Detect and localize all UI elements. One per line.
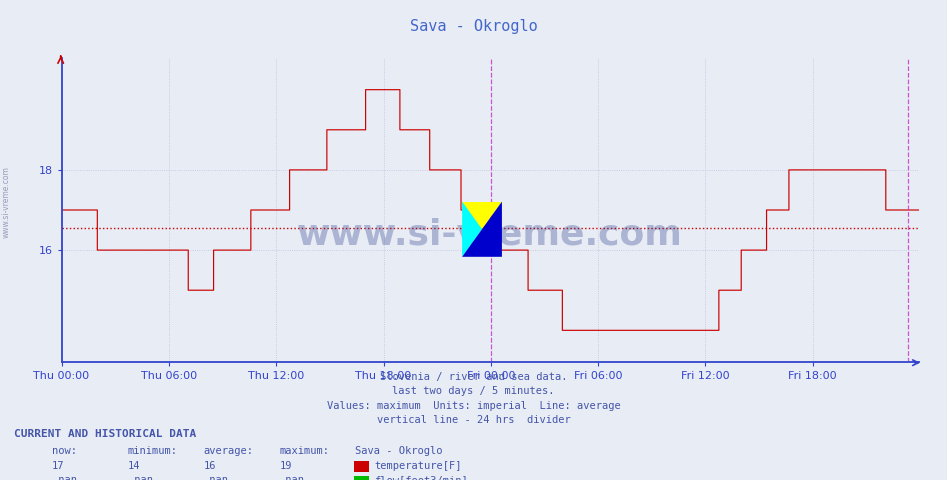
Text: Sava - Okroglo: Sava - Okroglo <box>355 446 442 456</box>
Text: -nan: -nan <box>204 475 228 480</box>
Polygon shape <box>462 202 502 229</box>
Text: 14: 14 <box>128 461 140 470</box>
Text: last two days / 5 minutes.: last two days / 5 minutes. <box>392 386 555 396</box>
Text: -nan: -nan <box>279 475 304 480</box>
Text: -nan: -nan <box>128 475 152 480</box>
Text: www.si-vreme.com: www.si-vreme.com <box>297 217 683 252</box>
Text: 19: 19 <box>279 461 292 470</box>
Text: Sava - Okroglo: Sava - Okroglo <box>410 19 537 34</box>
Text: temperature[F]: temperature[F] <box>374 461 461 470</box>
Text: 16: 16 <box>204 461 216 470</box>
Polygon shape <box>462 202 502 257</box>
Text: CURRENT AND HISTORICAL DATA: CURRENT AND HISTORICAL DATA <box>14 430 196 439</box>
Text: now:: now: <box>52 446 77 456</box>
Text: average:: average: <box>204 446 254 456</box>
Polygon shape <box>462 202 482 257</box>
Text: Slovenia / river and sea data.: Slovenia / river and sea data. <box>380 372 567 382</box>
Text: -nan: -nan <box>52 475 77 480</box>
Text: vertical line - 24 hrs  divider: vertical line - 24 hrs divider <box>377 415 570 425</box>
Text: Values: maximum  Units: imperial  Line: average: Values: maximum Units: imperial Line: av… <box>327 401 620 411</box>
Text: minimum:: minimum: <box>128 446 178 456</box>
Text: flow[foot3/min]: flow[foot3/min] <box>374 475 468 480</box>
Text: 17: 17 <box>52 461 64 470</box>
Text: maximum:: maximum: <box>279 446 330 456</box>
Text: www.si-vreme.com: www.si-vreme.com <box>1 166 10 238</box>
